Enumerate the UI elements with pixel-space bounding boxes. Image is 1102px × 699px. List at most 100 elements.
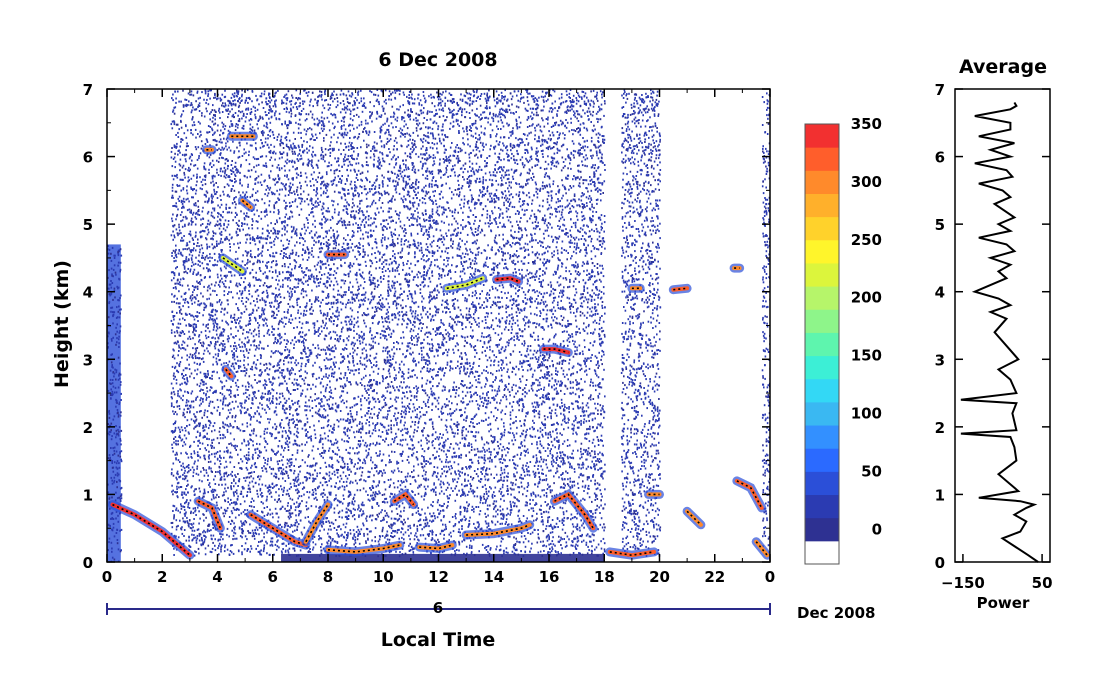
speckle [264,461,266,464]
speckle [112,268,115,271]
speckle [259,487,262,490]
speckle [246,251,248,254]
speckle [175,401,178,404]
speckle [195,184,198,187]
speckle [195,256,197,259]
speckle [272,192,275,195]
speckle [246,462,248,464]
speckle [172,474,175,477]
speckle [259,117,262,120]
speckle [243,406,246,409]
speckle [115,436,117,439]
speckle [171,323,174,325]
speckle [240,349,242,352]
speckle [385,102,387,105]
speckle [276,189,278,192]
speckle [237,242,239,245]
speckle [199,490,201,493]
speckle [288,429,290,432]
speckle [237,495,239,498]
speckle [187,267,189,270]
speckle [583,314,586,317]
speckle [181,284,184,287]
speckle [266,552,268,555]
speckle [219,279,222,282]
speckle [111,364,113,367]
speckle [180,126,183,129]
speckle [240,165,242,168]
speckle [208,424,211,427]
speckle [186,453,188,455]
speckle [277,197,279,200]
speckle [277,230,279,233]
speckle [224,95,227,98]
speckle [262,384,265,387]
speckle [241,260,244,263]
speckle [338,335,341,338]
speckle [171,220,174,223]
speckle [219,454,221,457]
speckle [247,233,249,236]
speckle [180,140,182,143]
speckle [185,401,188,404]
speckle [276,398,278,401]
speckle [230,390,232,392]
speckle [240,412,242,415]
speckle [177,326,180,329]
speckle [183,472,186,475]
speckle [189,338,192,340]
speckle [177,234,179,237]
speckle [265,275,268,278]
speckle [245,388,247,391]
speckle [353,465,355,468]
speckle [430,96,433,99]
speckle [274,300,276,303]
speckle [246,212,248,215]
speckle [212,234,215,237]
speckle [226,351,228,354]
speckle [297,131,300,134]
speckle [241,117,243,120]
speckle [176,413,178,416]
speckle [182,462,184,465]
speckle [251,368,254,371]
speckle [584,145,586,148]
speckle [209,89,211,92]
speckle [204,256,207,259]
speckle [219,450,221,453]
speckle [248,119,251,122]
speckle [239,194,242,197]
speckle [212,264,214,267]
speckle [184,225,186,228]
speckle [111,393,113,395]
speckle [173,224,176,227]
chart-title: 6 Dec 2008 [378,49,497,71]
speckle [372,276,375,279]
speckle [387,432,389,435]
speckle [213,252,216,255]
speckle [277,293,280,296]
speckle [551,423,554,426]
speckle [219,138,222,141]
speckle [421,367,424,370]
speckle [188,356,191,359]
speckle [270,170,272,173]
speckle [552,444,554,447]
speckle [489,134,492,136]
speckle [180,220,182,223]
speckle [258,259,261,262]
speckle [173,272,176,275]
speckle [233,189,236,192]
speckle [223,466,226,469]
speckle [190,527,193,530]
speckle [217,283,220,286]
speckle [234,394,237,397]
speckle [266,265,268,268]
speckle [182,104,185,107]
speckle [251,311,254,314]
speckle [193,427,195,430]
speckle [230,486,232,489]
speckle [227,449,229,452]
speckle [178,273,180,276]
speckle [184,299,187,301]
